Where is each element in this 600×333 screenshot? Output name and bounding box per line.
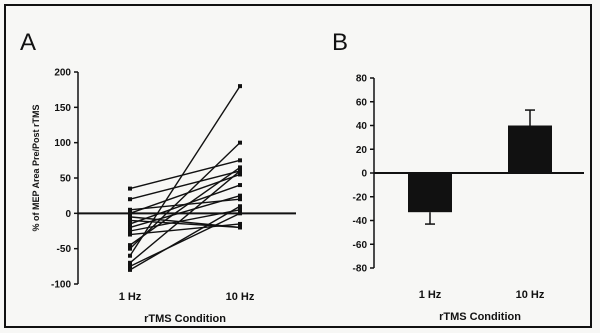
data-point [238,140,242,145]
panel-label: B [332,29,348,56]
data-point [128,267,132,272]
y-tick-label: 20 [356,145,368,156]
data-point [238,211,242,216]
x-axis-title: rTMS Condition [439,311,521,323]
bar [408,173,452,213]
data-point [238,165,242,170]
panel-label: A [20,29,36,56]
y-tick-label: -60 [353,240,368,251]
y-tick-label: -50 [57,244,72,255]
data-point [128,243,132,248]
series-line [129,170,241,264]
data-point [238,225,242,230]
data-point [128,246,132,251]
data-point [128,211,132,216]
series-line [129,205,241,271]
data-point [238,158,242,163]
data-point [238,221,242,226]
y-tick-label: -80 [353,264,368,275]
y-tick-label: -100 [51,280,71,291]
data-point [238,172,242,177]
series-line [129,142,241,250]
y-tick-label: 200 [54,68,71,79]
y-tick-label: 50 [60,174,72,185]
data-point [238,84,242,89]
data-point [238,197,242,202]
data-point [238,207,242,212]
data-point [128,264,132,269]
y-tick-label: 100 [54,138,71,149]
data-point [128,229,132,233]
y-tick-label: 60 [356,97,368,108]
y-tick-label: -20 [353,192,368,203]
x-tick-label: 10 Hz [226,291,255,303]
data-point [238,204,242,209]
data-point [128,232,132,237]
x-tick-label: 10 Hz [516,289,545,301]
data-point [128,221,132,226]
series-line [129,159,241,190]
series-line [129,173,241,214]
series-line [129,184,241,225]
y-tick-label: -40 [353,216,368,227]
data-point [128,186,132,191]
panel-b: B -80 -60 -40 -20 0 20 40 60 80 1 Hz 10 Hz rTMS Cond… [332,29,584,323]
data-point [128,260,132,265]
bar [508,125,552,173]
x-tick-label: 1 Hz [119,291,142,303]
y-tick-label: 40 [356,121,368,132]
data-point [128,253,132,258]
data-point [128,225,132,230]
data-point [128,207,132,212]
data-point [128,218,132,223]
y-tick-label: 80 [356,74,368,85]
data-point [238,168,242,173]
y-tick-label: 150 [54,103,71,114]
data-point [238,183,242,188]
series-line [129,212,241,267]
series-line [129,194,241,229]
data-point [128,214,132,219]
x-axis-title: rTMS Condition [144,313,226,325]
y-tick-label: 0 [65,209,71,220]
data-point [128,197,132,202]
series-line [129,85,241,257]
y-tick-label: 0 [361,169,367,180]
series-line [129,166,241,246]
y-axis-title: % of MEP Area Pre/Post rTMS [31,104,41,231]
figure-frame [4,4,592,328]
data-point [238,193,242,198]
series-line [129,170,241,200]
x-tick-label: 1 Hz [419,289,442,301]
